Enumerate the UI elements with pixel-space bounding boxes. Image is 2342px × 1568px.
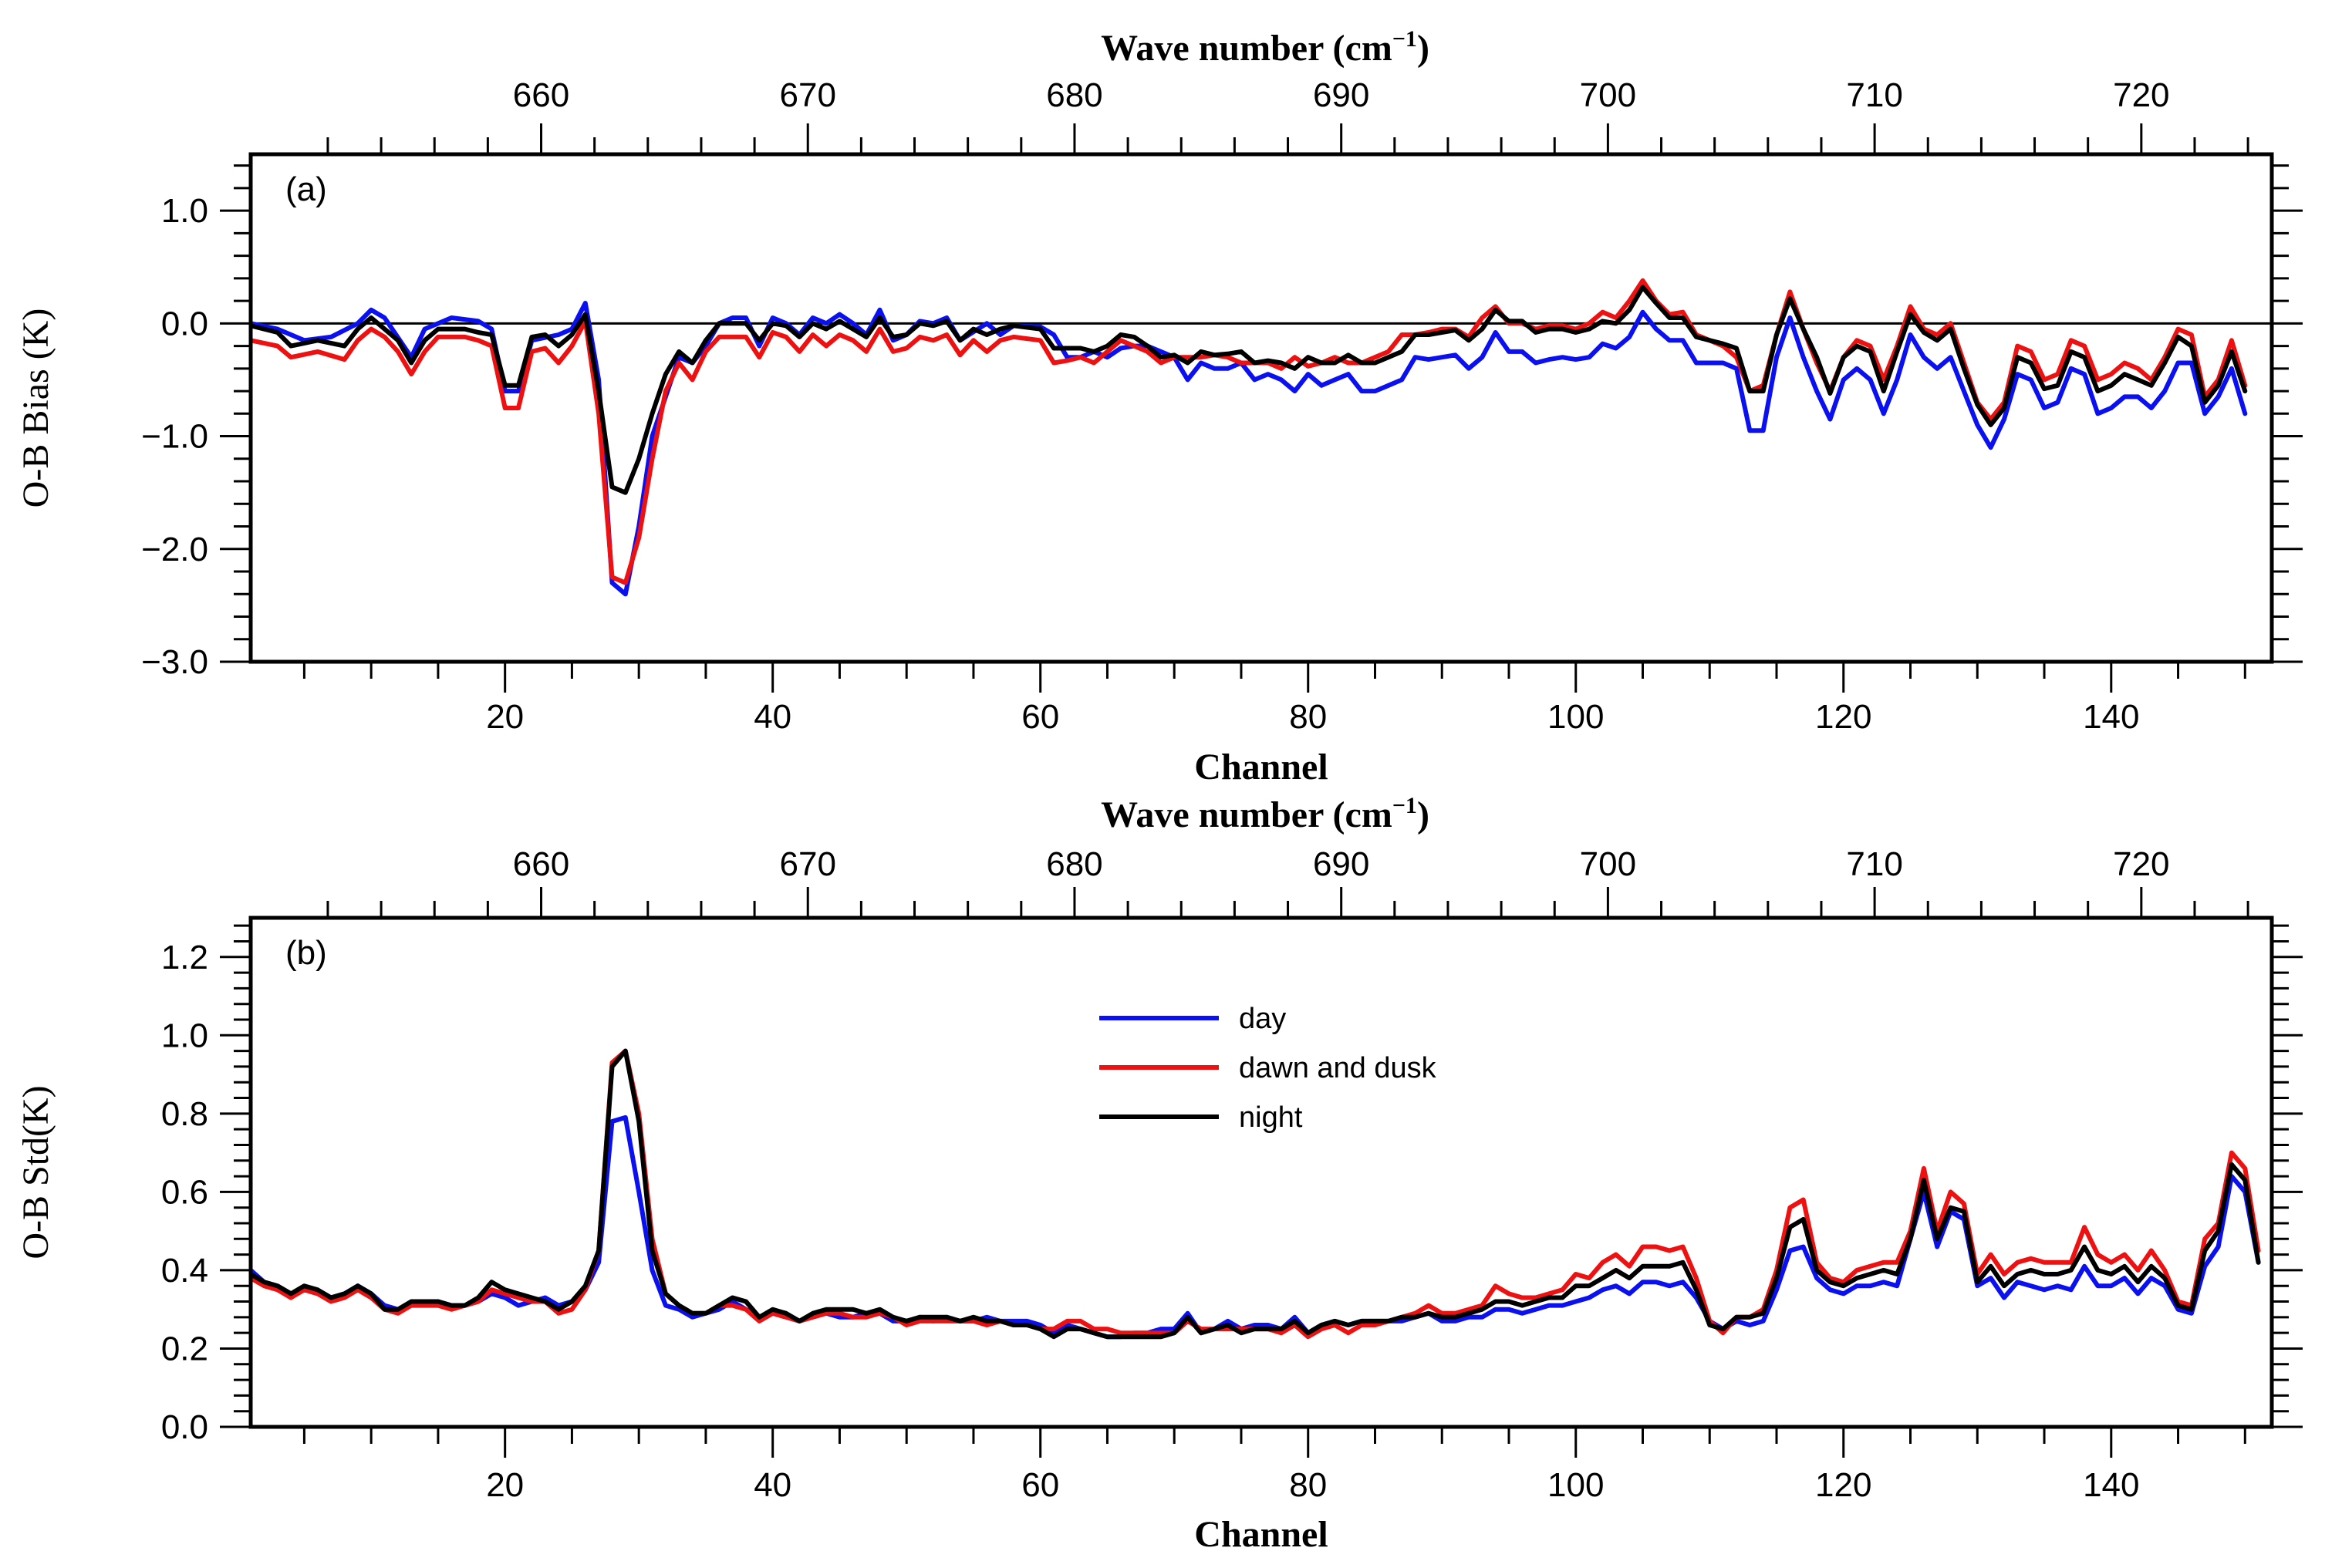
top-axis-title-sup: −1 xyxy=(1392,26,1417,52)
top-tick-label: 680 xyxy=(1046,845,1102,883)
y-tick-label: 0.2 xyxy=(161,1330,208,1367)
top-axis-title-close: ) xyxy=(1417,28,1429,69)
x-tick-label: 80 xyxy=(1289,698,1327,736)
top-tick-label: 680 xyxy=(1046,76,1102,114)
x-tick-label: 100 xyxy=(1547,698,1604,736)
series-line-night xyxy=(251,285,2248,495)
y-tick-label: 1.0 xyxy=(161,1017,208,1054)
y-tick-label: 1.0 xyxy=(161,192,208,230)
x-tick-label: 60 xyxy=(1021,1466,1059,1504)
top-axis-title: Wave number (cm−1) xyxy=(1101,793,1429,835)
x-tick-label: 140 xyxy=(2083,1466,2139,1504)
plot-frame xyxy=(248,916,2274,1429)
y-tick-label: 0.0 xyxy=(161,305,208,342)
x-tick-label: 20 xyxy=(486,1466,524,1504)
y-tick-label: 0.4 xyxy=(161,1252,208,1290)
top-axis-title-main: Wave number (cm xyxy=(1101,794,1392,835)
y-tick-label: 0.8 xyxy=(161,1095,208,1133)
top-tick-label: 670 xyxy=(780,76,836,114)
top-tick-label: 660 xyxy=(513,76,569,114)
series-line-day xyxy=(251,301,2248,597)
x-tick-label: 40 xyxy=(754,1466,791,1504)
top-tick-label: 690 xyxy=(1313,76,1369,114)
top-tick-label: 660 xyxy=(513,845,569,883)
x-tick-label: 60 xyxy=(1021,698,1059,736)
top-tick-label: 720 xyxy=(2113,845,2169,883)
top-axis-title-close: ) xyxy=(1417,794,1429,835)
y-tick-label: 1.2 xyxy=(161,939,208,976)
y-tick-label: −2.0 xyxy=(141,531,208,568)
top-tick-label: 720 xyxy=(2113,76,2169,114)
x-tick-label: 140 xyxy=(2083,698,2139,736)
legend-label: night xyxy=(1239,1101,1303,1134)
top-tick-label: 710 xyxy=(1846,76,1902,114)
panel-label: (b) xyxy=(285,934,327,972)
legend: day dawn and dusk night xyxy=(1099,1003,1437,1134)
y-tick-label: 0.0 xyxy=(161,1408,208,1446)
y-tick-label: −1.0 xyxy=(141,418,208,456)
legend-label: day xyxy=(1239,1003,1286,1035)
x-tick-label: 100 xyxy=(1547,1466,1604,1504)
y-axis-label: O-B Std(K) xyxy=(15,1085,56,1259)
top-tick-label: 700 xyxy=(1580,845,1636,883)
x-axis-label: Channel xyxy=(1194,1514,1328,1555)
panel-a: 1.0 0.0 −1.0 −2.0 −3.0 20 40 60 80 100 120 140 660 67… xyxy=(15,26,2303,787)
series-line-dawn_dusk xyxy=(251,278,2248,585)
x-tick-label: 20 xyxy=(486,698,524,736)
top-tick-label: 700 xyxy=(1580,76,1636,114)
top-tick-label: 710 xyxy=(1846,845,1902,883)
top-tick-label: 690 xyxy=(1313,845,1369,883)
y-tick-label: −3.0 xyxy=(141,643,208,681)
panel-b: 1.2 1.0 0.8 0.6 0.4 0.2 0.0 20 40 60 80 100 120 140 66… xyxy=(15,793,2303,1555)
top-tick-label: 670 xyxy=(780,845,836,883)
panel-label: (a) xyxy=(285,170,327,208)
legend-label: dawn and dusk xyxy=(1239,1052,1437,1084)
x-tick-label: 120 xyxy=(1815,698,1871,736)
plot-frame xyxy=(248,152,2274,664)
top-axis-title-main: Wave number (cm xyxy=(1101,28,1392,69)
x-tick-label: 80 xyxy=(1289,1466,1327,1504)
y-axis-label: O-B Bias (K) xyxy=(15,309,56,508)
series-line-dawn_dusk xyxy=(251,1048,2261,1340)
x-tick-label: 40 xyxy=(754,698,791,736)
x-axis-label: Channel xyxy=(1194,747,1328,787)
x-tick-label: 120 xyxy=(1815,1466,1871,1504)
y-tick-label: 0.6 xyxy=(161,1173,208,1211)
top-axis-title: Wave number (cm−1) xyxy=(1101,26,1429,69)
series-line-night xyxy=(251,1048,2261,1340)
top-axis-title-sup: −1 xyxy=(1392,793,1417,818)
